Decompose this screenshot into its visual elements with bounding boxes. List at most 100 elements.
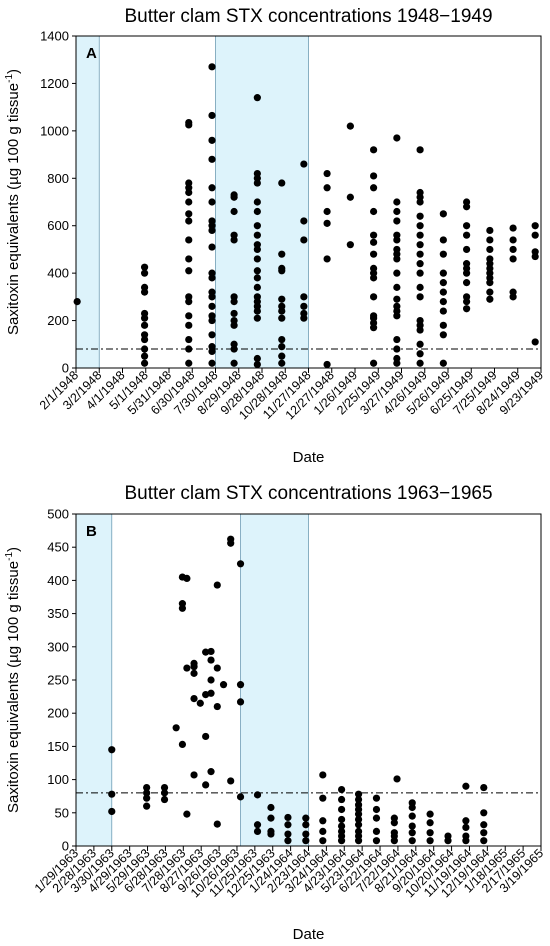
data-point	[323, 255, 331, 263]
data-point	[370, 231, 378, 239]
data-point	[486, 236, 494, 244]
data-point	[300, 236, 308, 244]
data-point	[300, 314, 308, 322]
data-point	[185, 312, 193, 320]
data-point	[253, 255, 261, 263]
data-point	[439, 331, 447, 339]
data-point	[284, 813, 292, 822]
data-point	[230, 207, 238, 216]
y-tick-label: 400	[47, 266, 69, 281]
data-point	[370, 274, 378, 282]
data-point	[370, 238, 378, 246]
data-point	[426, 810, 434, 818]
data-point	[393, 269, 401, 277]
data-point	[208, 243, 216, 251]
data-point	[284, 837, 292, 845]
data-point	[208, 63, 216, 71]
chart-panel-a: 02004006008001000120014002/1/19483/2/194…	[4, 6, 546, 466]
data-point	[183, 574, 191, 583]
data-point	[439, 298, 447, 306]
x-axis-label: Date	[293, 449, 325, 466]
y-tick-label: 350	[47, 606, 69, 621]
data-point	[486, 245, 494, 254]
data-point	[372, 805, 381, 814]
data-point	[337, 815, 346, 824]
data-point	[439, 279, 447, 287]
data-point	[408, 812, 416, 820]
data-point	[486, 279, 494, 287]
data-point	[463, 305, 471, 313]
data-point	[140, 359, 149, 367]
data-point	[393, 359, 401, 367]
data-point	[202, 781, 210, 789]
data-point	[230, 298, 238, 306]
data-point	[230, 345, 238, 353]
data-point	[370, 146, 378, 154]
data-point	[278, 352, 286, 360]
data-point	[253, 354, 261, 363]
data-point	[185, 217, 193, 225]
data-point	[208, 293, 216, 301]
y-tick-label: 500	[47, 507, 69, 522]
data-point	[208, 111, 216, 120]
data-point	[416, 293, 424, 301]
data-point	[208, 155, 216, 163]
data-point	[236, 793, 245, 801]
data-point	[426, 819, 434, 827]
data-point	[202, 648, 210, 656]
data-point	[185, 236, 193, 244]
data-point	[370, 172, 378, 180]
data-point	[253, 821, 262, 829]
data-point	[319, 794, 327, 802]
data-point	[354, 795, 363, 804]
y-tick-label: 400	[47, 573, 69, 588]
data-point	[393, 335, 401, 344]
data-point	[253, 245, 261, 254]
data-point	[140, 314, 149, 322]
data-point	[207, 647, 215, 656]
chart-title: Butter clam STX concentrations 1963−1965	[124, 483, 492, 504]
data-point	[278, 314, 286, 322]
data-point	[372, 814, 381, 822]
data-point	[213, 664, 221, 672]
data-point	[323, 184, 331, 192]
data-point	[370, 324, 378, 332]
data-point	[372, 794, 381, 802]
data-point	[207, 656, 215, 664]
data-point	[185, 121, 193, 129]
data-point	[439, 236, 447, 244]
data-point	[178, 740, 187, 749]
data-point	[346, 122, 354, 130]
data-point	[140, 288, 149, 296]
data-point	[354, 810, 363, 818]
data-point	[190, 669, 198, 677]
data-point	[208, 359, 216, 367]
shaded-period	[240, 513, 309, 847]
y-tick-label: 800	[47, 171, 69, 186]
shaded-period	[75, 35, 100, 369]
data-point	[509, 245, 517, 254]
data-point	[185, 255, 193, 263]
data-point	[185, 335, 193, 344]
data-point	[509, 293, 517, 301]
data-point	[393, 198, 401, 206]
data-point	[462, 837, 470, 845]
data-point	[416, 222, 424, 230]
y-axis-label: Saxitoxin equivalents (µg 100 g tissue-1…	[4, 547, 22, 813]
data-point	[213, 820, 221, 828]
data-point	[408, 822, 416, 830]
data-point	[372, 827, 381, 835]
data-point	[393, 255, 401, 263]
data-point	[219, 681, 228, 689]
data-point	[108, 746, 116, 754]
data-point	[208, 316, 216, 325]
data-point	[190, 771, 198, 779]
data-point	[253, 314, 261, 322]
data-point	[354, 790, 363, 798]
y-axis-label: Saxitoxin equivalents (µg 100 g tissue-1…	[4, 69, 22, 335]
y-tick-label: 0	[62, 839, 69, 854]
data-point	[178, 604, 187, 612]
data-point	[393, 217, 401, 225]
y-tick-label: 100	[47, 772, 69, 787]
data-point	[319, 827, 327, 835]
